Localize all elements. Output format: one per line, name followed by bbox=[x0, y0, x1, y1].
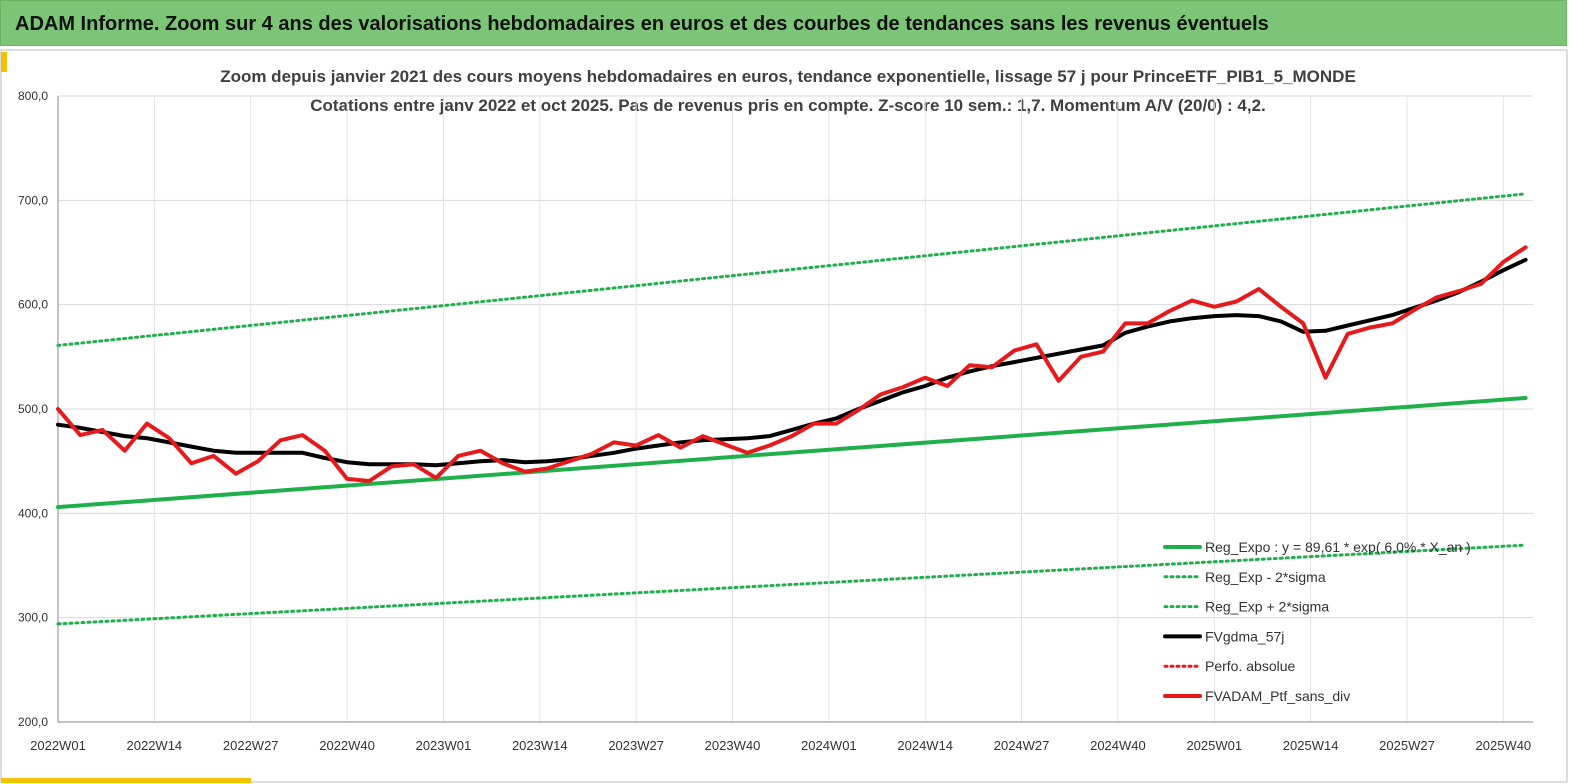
x-tick-label: 2024W40 bbox=[1090, 738, 1146, 753]
series-line bbox=[56, 543, 1528, 626]
series-line bbox=[56, 192, 1528, 347]
x-tick-label: 2025W01 bbox=[1186, 738, 1242, 753]
y-tick-label: 700,0 bbox=[18, 193, 48, 207]
x-tick-label: 2023W40 bbox=[705, 738, 761, 753]
x-tick-label: 2024W01 bbox=[801, 738, 857, 753]
x-tick-label: 2022W27 bbox=[223, 738, 279, 753]
series-line bbox=[56, 245, 1528, 483]
chart-frame bbox=[0, 49, 1568, 783]
x-tick-label: 2022W14 bbox=[127, 738, 183, 753]
corner-accent bbox=[1, 52, 7, 72]
legend-label: Reg_Exp - 2*sigma bbox=[1205, 569, 1326, 585]
x-tick-label: 2022W01 bbox=[30, 738, 86, 753]
legend-label: Reg_Exp + 2*sigma bbox=[1205, 599, 1329, 615]
x-tick-label: 2025W27 bbox=[1379, 738, 1435, 753]
chart-title: Zoom depuis janvier 2021 des cours moyen… bbox=[220, 67, 1356, 86]
x-tick-label: 2025W40 bbox=[1476, 738, 1532, 753]
x-tick-label: 2024W27 bbox=[994, 738, 1050, 753]
series-line bbox=[56, 257, 1528, 468]
legend-label: FVgdma_57j bbox=[1205, 628, 1284, 644]
corner-accent bbox=[1, 778, 251, 783]
y-tick-label: 800,0 bbox=[18, 89, 48, 103]
y-tick-label: 500,0 bbox=[18, 402, 48, 416]
chart-subtitle: Cotations entre janv 2022 et oct 2025. P… bbox=[310, 96, 1266, 115]
y-tick-label: 600,0 bbox=[18, 298, 48, 312]
x-tick-label: 2023W14 bbox=[512, 738, 568, 753]
x-tick-label: 2025W14 bbox=[1283, 738, 1339, 753]
header-title: ADAM Informe. Zoom sur 4 ans des valoris… bbox=[15, 13, 1269, 35]
y-tick-label: 200,0 bbox=[18, 715, 48, 729]
legend-label: Perfo. absolue bbox=[1205, 658, 1295, 674]
x-tick-label: 2022W40 bbox=[319, 738, 375, 753]
x-tick-label: 2024W14 bbox=[897, 738, 953, 753]
legend-label: Reg_Expo : y = 89,61 * exp( 6,0% * X_an … bbox=[1205, 539, 1471, 555]
x-tick-label: 2023W01 bbox=[416, 738, 472, 753]
legend-label: FVADAM_Ptf_sans_div bbox=[1205, 688, 1350, 704]
header: ADAM Informe. Zoom sur 4 ans des valoris… bbox=[0, 0, 1567, 46]
series-line bbox=[56, 396, 1528, 510]
x-tick-label: 2023W27 bbox=[608, 738, 664, 753]
y-tick-label: 300,0 bbox=[18, 611, 48, 625]
y-tick-label: 400,0 bbox=[18, 506, 48, 520]
